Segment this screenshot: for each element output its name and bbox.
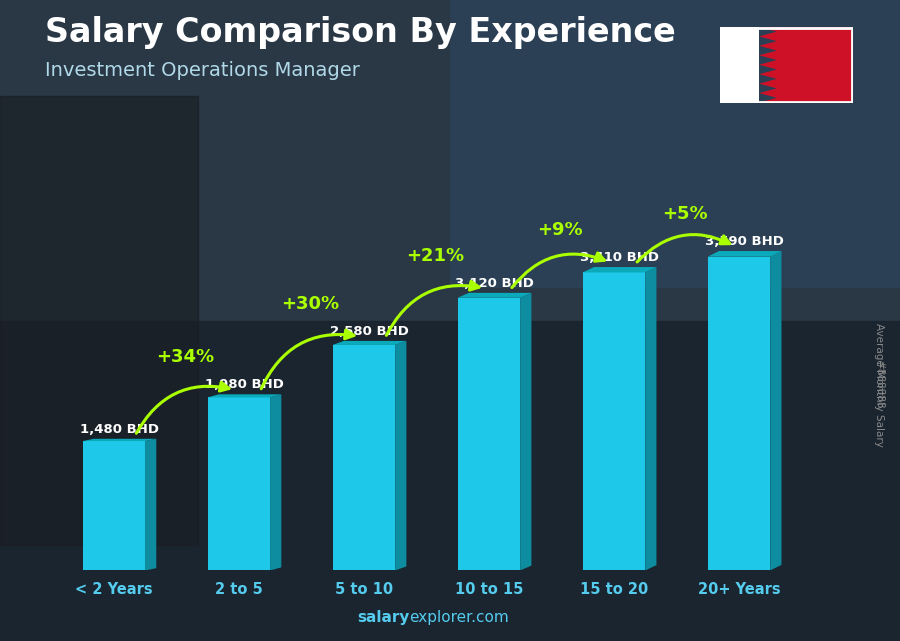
Text: +34%: +34% (156, 348, 214, 366)
Text: +9%: +9% (537, 221, 583, 238)
Polygon shape (145, 439, 157, 570)
Polygon shape (270, 394, 282, 570)
Polygon shape (520, 293, 531, 570)
Text: 3,590 BHD: 3,590 BHD (706, 235, 784, 248)
Polygon shape (395, 341, 407, 570)
Text: +30%: +30% (281, 295, 339, 313)
Text: 3,410 BHD: 3,410 BHD (580, 251, 659, 264)
Text: 1,980 BHD: 1,980 BHD (205, 378, 284, 391)
Text: #888888: #888888 (874, 360, 884, 409)
Polygon shape (83, 439, 157, 441)
Text: Average Monthly Salary: Average Monthly Salary (874, 322, 884, 447)
Bar (83, 441, 145, 570)
Text: 1,480 BHD: 1,480 BHD (80, 422, 159, 436)
Text: 3,120 BHD: 3,120 BHD (455, 277, 534, 290)
Text: Salary Comparison By Experience: Salary Comparison By Experience (45, 16, 676, 49)
Polygon shape (457, 293, 531, 298)
Polygon shape (208, 394, 282, 397)
Polygon shape (333, 341, 407, 345)
Polygon shape (582, 267, 656, 272)
Text: explorer.com: explorer.com (410, 610, 509, 625)
Bar (457, 298, 520, 570)
Polygon shape (450, 0, 900, 288)
Text: Investment Operations Manager: Investment Operations Manager (45, 61, 360, 80)
Text: +5%: +5% (662, 204, 708, 222)
Text: +21%: +21% (406, 247, 464, 265)
Bar (333, 345, 395, 570)
Bar (208, 397, 270, 570)
Polygon shape (645, 267, 656, 570)
Polygon shape (770, 251, 781, 570)
Bar (720, 27, 759, 103)
Polygon shape (707, 251, 781, 256)
Polygon shape (759, 27, 853, 103)
Bar (582, 272, 645, 570)
Text: 2,580 BHD: 2,580 BHD (330, 325, 409, 338)
Bar (707, 256, 770, 570)
Text: salary: salary (357, 610, 410, 625)
